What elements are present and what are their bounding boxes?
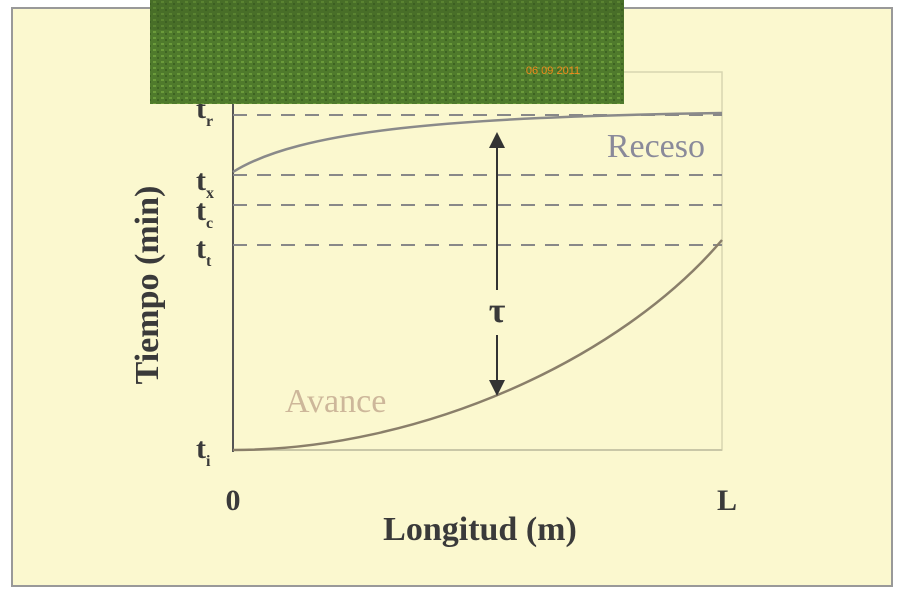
tick-main: t — [196, 164, 206, 197]
photo — [150, 0, 624, 104]
y-axis-label: Tiempo (min) — [129, 186, 166, 385]
tick-main: t — [196, 92, 206, 125]
tick-main: t — [196, 232, 206, 265]
x-tick-label: L — [717, 484, 737, 517]
y-tick-label: ti — [196, 432, 211, 470]
interval-label: τ — [489, 290, 506, 330]
curve-label: Avance — [285, 383, 386, 420]
tick-sub: i — [206, 453, 211, 470]
tick-main: t — [196, 194, 206, 227]
y-tick-label: tt — [196, 232, 212, 270]
tick-sub: r — [206, 113, 213, 130]
tick-sub: x — [206, 185, 214, 202]
photo-date: 06 09 2011 — [526, 65, 580, 77]
slide — [11, 7, 893, 587]
y-tick-label: tx — [196, 164, 214, 202]
x-tick-label: 0 — [226, 484, 241, 517]
y-tick-label: tr — [196, 92, 213, 130]
tick-sub: t — [206, 253, 212, 270]
y-tick-label: tc — [196, 194, 213, 232]
photo-shade — [150, 0, 624, 30]
tick-main: t — [196, 432, 206, 465]
advance-curve — [232, 239, 723, 452]
tick-sub: c — [206, 215, 213, 232]
x-axis-label: Longitud (m) — [383, 511, 577, 548]
curve-label: Receso — [607, 128, 705, 165]
recession-curve — [232, 111, 723, 174]
dashed-lines — [233, 114, 722, 246]
